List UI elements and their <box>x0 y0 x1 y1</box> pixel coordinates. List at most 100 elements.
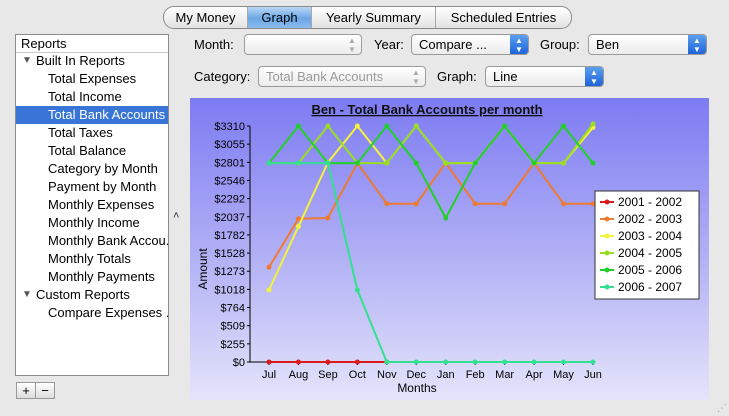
tree-item-label: Monthly Expenses <box>48 197 155 212</box>
dropdown-arrows-icon: ▲ ▼ <box>585 67 603 86</box>
legend-marker <box>604 233 610 239</box>
tree-item[interactable]: Payment by Month <box>16 178 168 196</box>
data-point <box>561 201 567 207</box>
tree-item[interactable]: Category by Month <box>16 160 168 178</box>
data-point <box>266 264 272 270</box>
data-point <box>561 160 567 166</box>
tree-item[interactable]: Monthly Totals <box>16 250 168 268</box>
data-point <box>325 359 331 365</box>
legend-marker <box>604 284 610 290</box>
tree-item[interactable]: Total Balance <box>16 142 168 160</box>
tree-item[interactable]: Total Taxes <box>16 124 168 142</box>
series-line <box>268 161 593 268</box>
x-tick-label: Aug <box>289 369 309 381</box>
year-select[interactable]: Compare ... ▲ ▼ <box>411 34 529 55</box>
tree-item-label: Total Expenses <box>48 71 137 86</box>
tree-item[interactable]: Total Bank Accounts <box>16 106 168 124</box>
data-point <box>325 215 331 221</box>
y-tick-label: $2037 <box>214 212 245 224</box>
tree-item[interactable]: Total Income <box>16 88 168 106</box>
x-tick-label: Nov <box>377 369 397 381</box>
data-point <box>502 359 508 365</box>
year-value: Compare ... <box>419 37 487 52</box>
tree-item[interactable]: Total Expenses <box>16 70 168 88</box>
disclosure-triangle-icon[interactable]: ▼ <box>22 55 32 66</box>
x-axis-label: Months <box>397 381 436 395</box>
y-tick-label: $2801 <box>214 157 245 169</box>
x-tick-label: Jun <box>584 369 602 381</box>
category-select[interactable]: Total Bank Accounts ▲ ▼ <box>258 66 426 87</box>
tree-item-label: Compare Expenses ... <box>48 305 168 320</box>
x-tick-label: Jul <box>262 369 276 381</box>
stepper-arrows-icon: ▲ ▼ <box>412 68 420 86</box>
tree-item[interactable]: Monthly Payments <box>16 268 168 286</box>
x-tick-label: Jan <box>437 369 455 381</box>
legend-marker <box>604 250 610 256</box>
legend-label: 2005 - 2006 <box>618 263 682 277</box>
category-value: Total Bank Accounts <box>266 69 384 84</box>
line-chart: Ben - Total Bank Accounts per month $0 $25… <box>196 102 700 395</box>
group-select[interactable]: Ben ▲ ▼ <box>588 34 707 55</box>
tree-group-custom[interactable]: ▼ Custom Reports <box>16 286 168 304</box>
tab-my-money[interactable]: My Money <box>164 7 248 28</box>
graph-label: Graph: <box>437 69 477 84</box>
data-point <box>443 215 449 221</box>
x-tick-label: Sep <box>318 369 338 381</box>
data-point <box>384 359 390 365</box>
tree-item-label: Monthly Payments <box>48 269 155 284</box>
graph-type-value: Line <box>493 69 518 84</box>
data-point <box>384 123 390 129</box>
data-point <box>472 359 478 365</box>
data-point <box>295 123 301 129</box>
x-tick-label: Mar <box>495 369 514 381</box>
data-point <box>325 160 331 166</box>
legend-label: 2006 - 2007 <box>618 280 682 294</box>
dropdown-arrows-icon: ▲ ▼ <box>688 35 706 54</box>
x-tick-label: Apr <box>526 369 543 381</box>
tree-item[interactable]: Monthly Income <box>16 214 168 232</box>
dropdown-arrows-icon: ▲ ▼ <box>510 35 528 54</box>
tab-yearly-summary[interactable]: Yearly Summary <box>312 7 436 28</box>
y-tick-label: $1273 <box>214 266 245 278</box>
data-point <box>384 160 390 166</box>
tree-group-built-in[interactable]: ▼ Built In Reports <box>16 52 168 70</box>
category-label: Category: <box>194 69 251 84</box>
data-point <box>531 160 537 166</box>
legend-label: 2002 - 2003 <box>618 212 682 226</box>
tree-item[interactable]: Monthly Expenses <box>16 196 168 214</box>
data-point <box>266 359 272 365</box>
tree-item-label: Monthly Income <box>48 215 140 230</box>
month-select[interactable]: ▲ ▼ <box>244 34 362 55</box>
data-point <box>354 359 360 365</box>
collapse-arrow-icon[interactable]: ˄ <box>173 210 180 222</box>
data-point <box>266 287 272 293</box>
graph-type-select[interactable]: Line ▲ ▼ <box>485 66 604 87</box>
chart-title: Ben - Total Bank Accounts per month <box>311 102 542 117</box>
data-point <box>443 160 449 166</box>
tree-item[interactable]: Monthly Bank Accou... <box>16 232 168 250</box>
remove-report-button[interactable]: − <box>35 382 55 399</box>
data-point <box>472 160 478 166</box>
tab-scheduled-entries[interactable]: Scheduled Entries <box>450 10 557 25</box>
resize-grip-icon[interactable]: ⋰ <box>717 403 727 414</box>
data-point <box>443 359 449 365</box>
tree-item-label: Payment by Month <box>48 179 157 194</box>
disclosure-triangle-icon[interactable]: ▼ <box>22 289 32 300</box>
data-point <box>561 359 567 365</box>
data-point <box>266 160 272 166</box>
data-point <box>590 160 596 166</box>
tree-item-compare-expenses[interactable]: Compare Expenses ... <box>16 304 168 322</box>
y-tick-label: $2292 <box>214 194 245 206</box>
sidebar-header: Reports <box>16 35 168 53</box>
data-point <box>413 201 419 207</box>
data-point <box>413 160 419 166</box>
data-point <box>295 160 301 166</box>
tree-item-label: Total Income <box>48 89 122 104</box>
y-tick-label: $1018 <box>214 284 245 296</box>
add-report-button[interactable]: + <box>16 382 36 399</box>
data-point <box>295 216 301 222</box>
data-point <box>502 123 508 129</box>
tab-graph[interactable]: Graph <box>248 7 312 28</box>
series-line <box>269 162 593 363</box>
chart-panel: Ben - Total Bank Accounts per month $0 $25… <box>190 98 709 400</box>
